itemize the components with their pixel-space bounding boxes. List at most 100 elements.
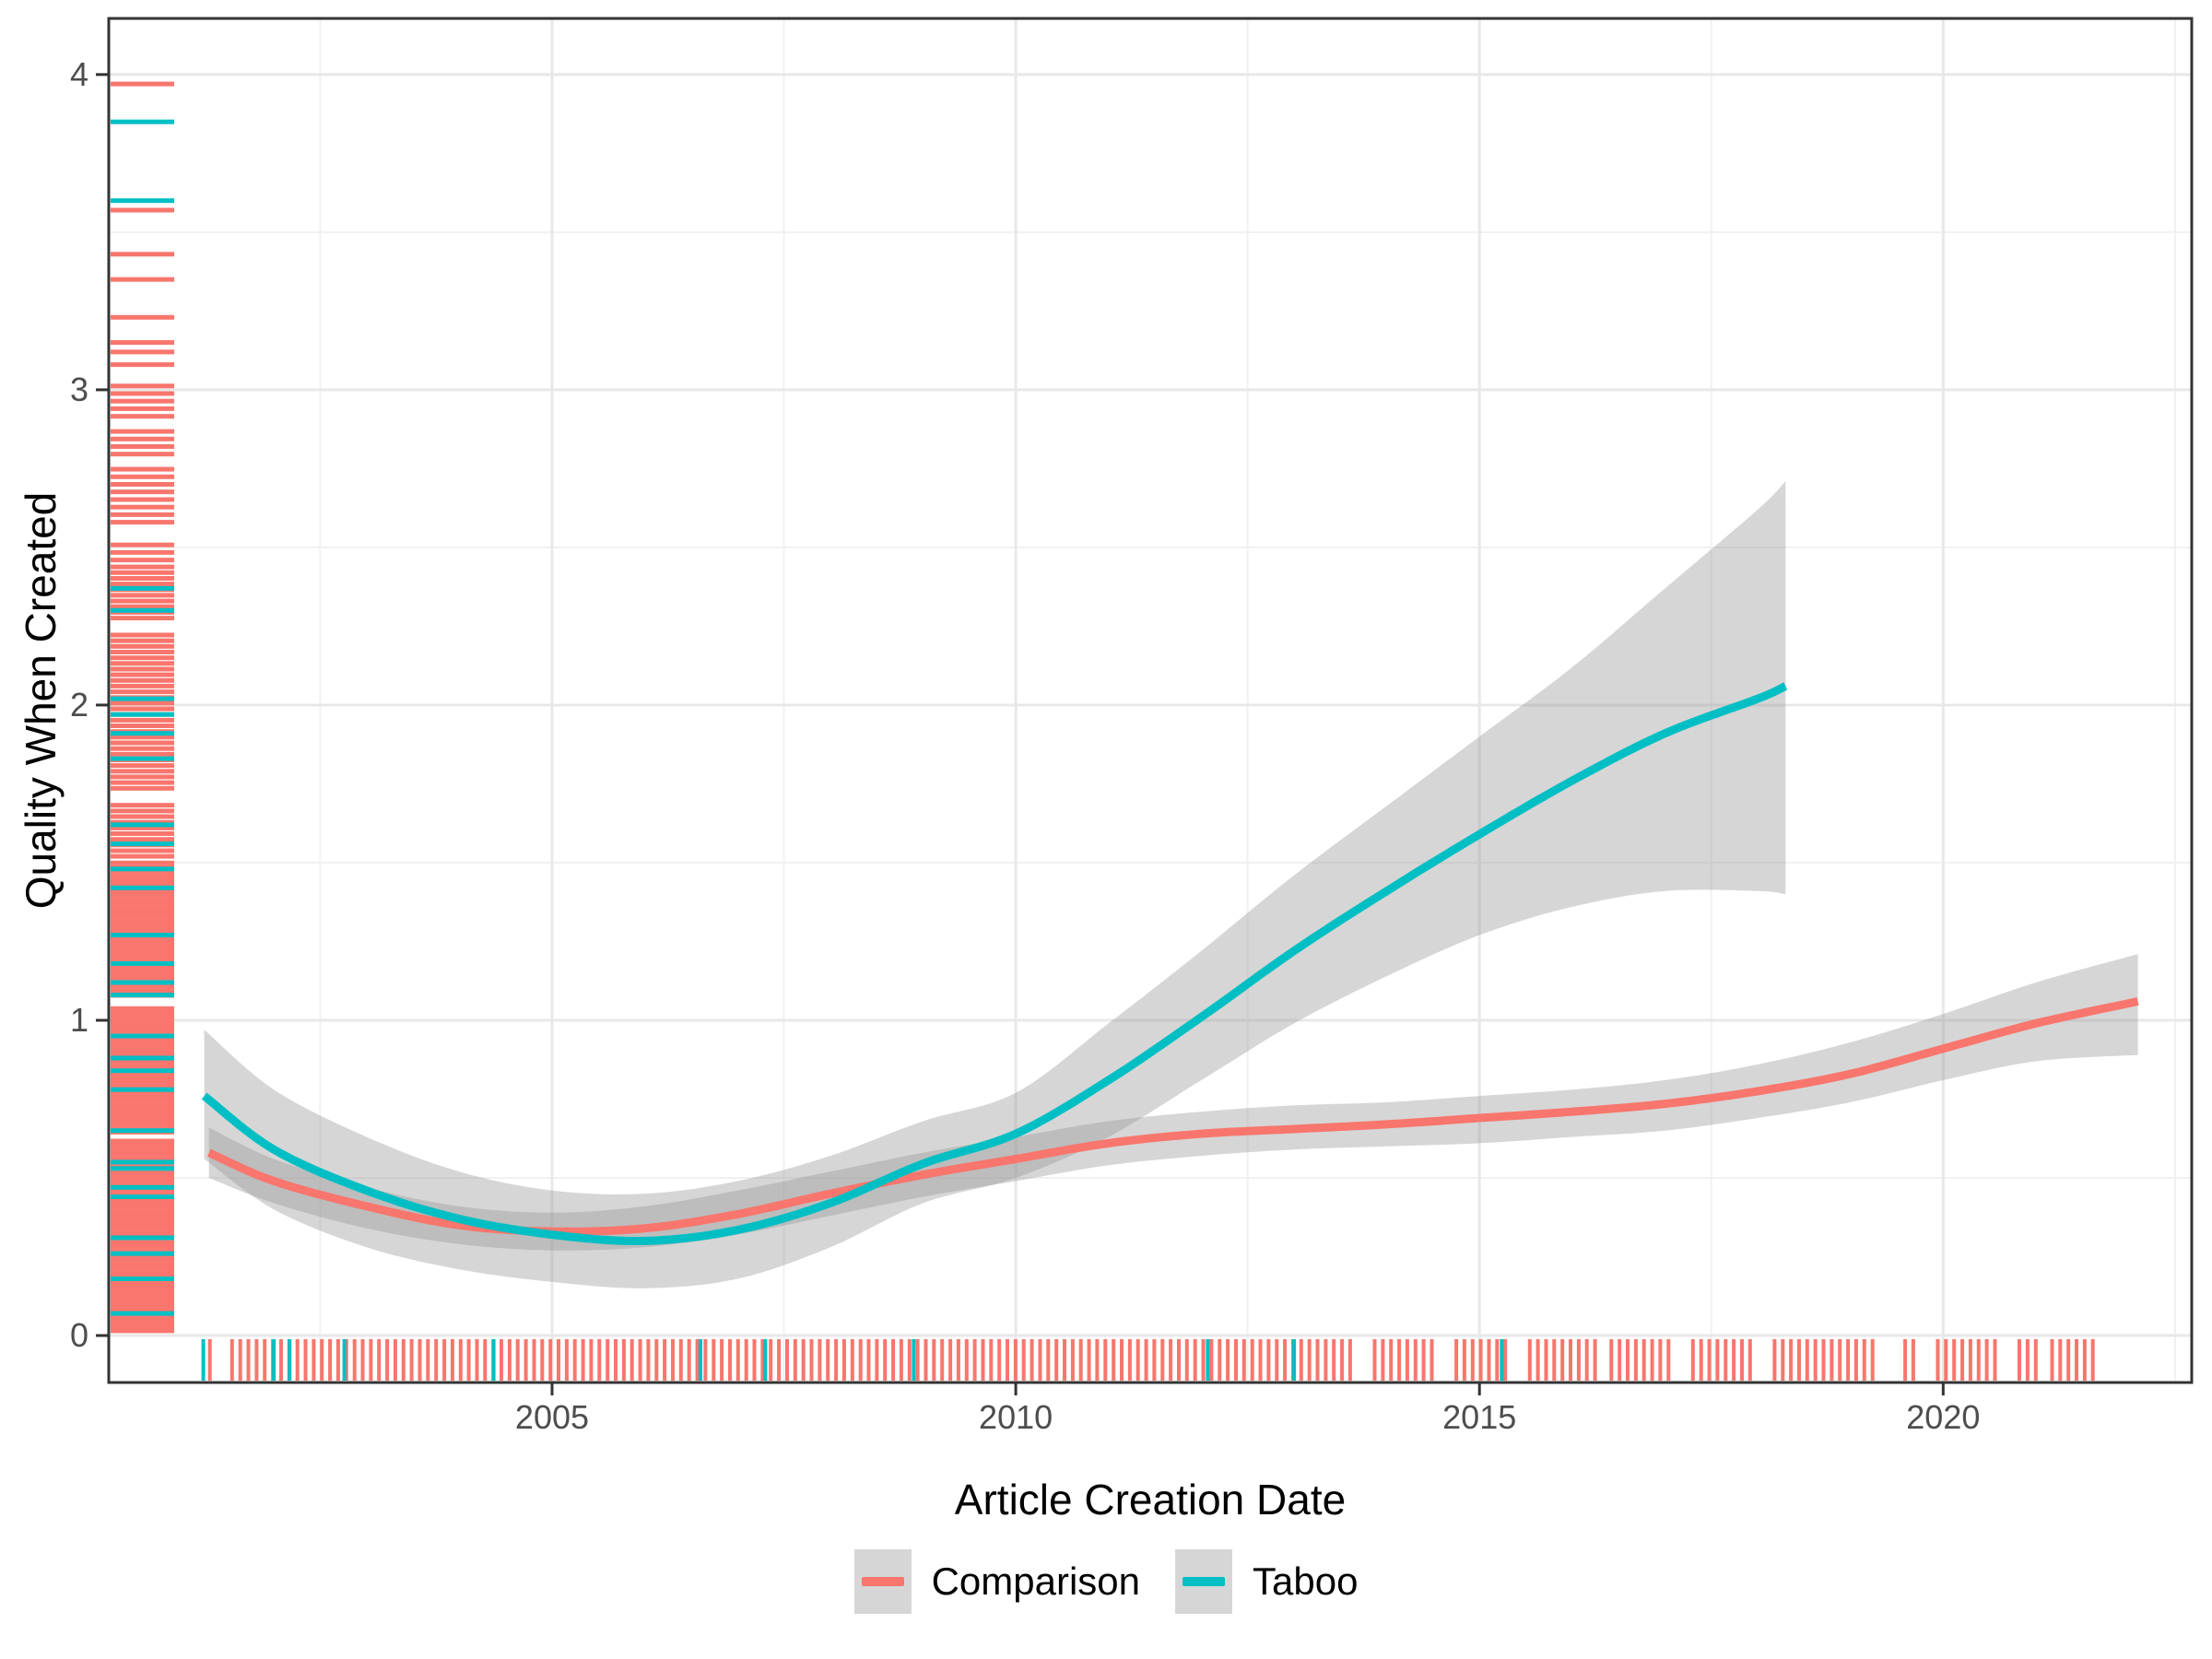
comparison-left-rug-mark	[111, 252, 174, 257]
comparison-bottom-rug-mark	[483, 1339, 488, 1381]
comparison-bottom-rug-mark	[1315, 1339, 1320, 1381]
comparison-bottom-rug-mark	[540, 1339, 545, 1381]
comparison-left-rug-mark	[111, 1019, 174, 1025]
comparison-bottom-rug-mark	[1724, 1339, 1728, 1381]
comparison-bottom-rug-mark	[760, 1339, 765, 1381]
comparison-bottom-rug-mark	[1805, 1339, 1809, 1381]
legend-item-comparison: Comparison	[853, 1549, 1140, 1614]
comparison-bottom-rug-mark	[1960, 1339, 1965, 1381]
comparison-left-rug-mark	[111, 1045, 174, 1051]
comparison-left-rug-mark	[111, 1015, 174, 1020]
taboo-bottom-rug-mark	[763, 1339, 768, 1381]
comparison-bottom-rug-mark	[981, 1339, 985, 1381]
comparison-left-rug-mark	[111, 848, 174, 853]
taboo-left-rug-mark	[111, 885, 174, 890]
comparison-bottom-rug-mark	[1626, 1339, 1630, 1381]
comparison-left-rug-mark	[111, 1059, 174, 1065]
comparison-bottom-rug-mark	[442, 1339, 447, 1381]
comparison-left-rug-mark	[111, 598, 174, 604]
comparison-left-rug-mark	[111, 1170, 174, 1174]
comparison-left-rug-mark	[111, 1156, 174, 1161]
comparison-bottom-rug-mark	[866, 1339, 871, 1381]
comparison-bottom-rug-mark	[1846, 1339, 1851, 1381]
comparison-left-rug-mark	[111, 814, 174, 819]
comparison-bottom-rug-mark	[1544, 1339, 1548, 1381]
legend-key-comparison	[853, 1549, 912, 1614]
comparison-left-rug-mark	[111, 1288, 174, 1294]
comparison-left-rug-mark	[111, 882, 174, 888]
panel-border	[107, 17, 2194, 1384]
comparison-left-rug-mark	[111, 1072, 174, 1077]
comparison-bottom-rug-mark	[581, 1339, 585, 1381]
comparison-bottom-rug-mark	[1169, 1339, 1173, 1381]
comparison-bottom-rug-mark	[254, 1339, 259, 1381]
comparison-left-rug-mark	[111, 975, 174, 981]
comparison-left-rug-mark	[111, 751, 174, 757]
comparison-bottom-rug-mark	[1478, 1339, 1483, 1381]
comparison-bottom-rug-mark	[1838, 1339, 1842, 1381]
comparison-bottom-rug-mark	[1781, 1339, 1785, 1381]
comparison-bottom-rug-mark	[1560, 1339, 1565, 1381]
comparison-left-rug-mark	[111, 1231, 174, 1237]
taboo-left-rug-mark	[111, 1087, 174, 1092]
comparison-bottom-rug-mark	[1789, 1339, 1794, 1381]
comparison-bottom-rug-mark	[1984, 1339, 1989, 1381]
taboo-left-rug-mark	[111, 1128, 174, 1134]
taboo-left-rug-mark	[111, 696, 174, 701]
comparison-bottom-rug-mark	[1324, 1339, 1328, 1381]
y-axis-title: Quality When Created	[17, 491, 65, 910]
comparison-bottom-rug-mark	[1397, 1339, 1402, 1381]
taboo-left-rug-mark	[111, 756, 174, 761]
comparison-bottom-rug-mark	[515, 1339, 520, 1381]
taboo-bottom-rug-mark	[1292, 1339, 1296, 1381]
comparison-left-rug-mark	[111, 576, 174, 581]
taboo-left-rug-mark	[111, 1159, 174, 1165]
comparison-left-rug-mark	[111, 520, 174, 525]
comparison-bottom-rug-mark	[793, 1339, 797, 1381]
comparison-bottom-rug-mark	[589, 1339, 594, 1381]
comparison-left-rug-mark	[111, 988, 174, 994]
taboo-bottom-rug-mark	[1500, 1339, 1504, 1381]
comparison-left-rug-mark	[111, 558, 174, 563]
taboo-left-rug-mark	[111, 712, 174, 717]
comparison-left-rug-mark	[111, 661, 174, 666]
comparison-bottom-rug-mark	[1381, 1339, 1385, 1381]
taboo-left-rug-mark	[111, 607, 174, 613]
x-axis-title: Article Creation Date	[954, 1476, 1347, 1524]
comparison-left-rug-mark	[111, 808, 174, 814]
comparison-left-rug-mark	[111, 874, 174, 879]
comparison-bottom-rug-mark	[1063, 1339, 1066, 1381]
comparison-left-rug-mark	[111, 940, 174, 945]
comparison-bottom-rug-mark	[1968, 1339, 1972, 1381]
comparison-bottom-rug-mark	[369, 1339, 373, 1381]
comparison-left-rug-mark	[111, 414, 174, 419]
comparison-left-rug-mark	[111, 497, 174, 502]
comparison-bottom-rug-mark	[360, 1339, 365, 1381]
comparison-bottom-rug-mark	[548, 1339, 553, 1381]
comparison-left-rug-mark	[111, 489, 174, 495]
comparison-bottom-rug-mark	[940, 1339, 945, 1381]
comparison-bottom-rug-mark	[1976, 1339, 1981, 1381]
comparison-bottom-rug-mark	[238, 1339, 242, 1381]
x-tick-label: 2015	[1442, 1398, 1516, 1436]
comparison-bottom-rug-mark	[1870, 1339, 1875, 1381]
comparison-bottom-rug-mark	[393, 1339, 397, 1381]
comparison-bottom-rug-mark	[1430, 1339, 1434, 1381]
comparison-left-rug-mark	[111, 1222, 174, 1228]
comparison-left-rug-mark	[111, 1147, 174, 1153]
taboo-bottom-rug-mark	[272, 1339, 276, 1381]
comparison-left-rug-mark	[111, 1213, 174, 1218]
comparison-bottom-rug-mark	[597, 1339, 602, 1381]
comparison-bottom-rug-mark	[1535, 1339, 1540, 1381]
comparison-left-rug-mark	[111, 1024, 174, 1029]
comparison-left-rug-mark	[111, 570, 174, 575]
comparison-bottom-rug-mark	[1307, 1339, 1312, 1381]
comparison-left-rug-mark	[111, 81, 174, 87]
comparison-bottom-rug-mark	[1030, 1339, 1034, 1381]
comparison-bottom-rug-mark	[735, 1339, 740, 1381]
comparison-left-rug-mark	[111, 1050, 174, 1055]
comparison-left-rug-mark	[111, 769, 174, 774]
comparison-left-rug-mark	[111, 878, 174, 883]
comparison-bottom-rug-mark	[1241, 1339, 1246, 1381]
comparison-bottom-rug-mark	[1666, 1339, 1671, 1381]
